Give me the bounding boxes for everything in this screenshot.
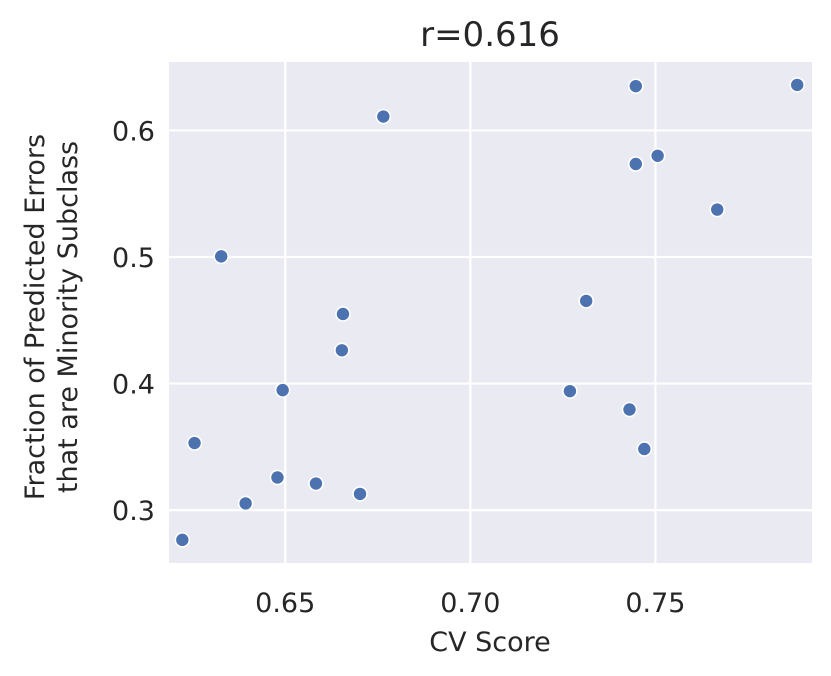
data-point (269, 469, 286, 486)
data-point (627, 156, 644, 172)
data-point (621, 401, 638, 418)
plot-background (169, 62, 812, 563)
x-axis-label: CV Score (429, 627, 551, 658)
chart-title: r=0.616 (420, 15, 560, 55)
y-tick-label: 0.5 (112, 243, 155, 274)
y-tick-label: 0.6 (112, 116, 155, 147)
data-point (578, 293, 594, 309)
data-point (186, 435, 203, 451)
data-point (649, 147, 666, 164)
y-tick-label: 0.4 (112, 370, 155, 401)
data-point (174, 532, 191, 548)
y-axis-label-line-2: that are Minority Subclass (53, 141, 84, 493)
y-tick-label: 0.3 (112, 496, 155, 527)
x-tick-label: 0.65 (255, 588, 315, 619)
data-point (636, 441, 653, 457)
y-axis-label-line-1: Fraction of Predicted Errors (20, 134, 51, 500)
y-tick-labels: 0.3 0.4 0.5 0.6 (112, 116, 155, 527)
data-point (274, 382, 291, 398)
data-point (213, 248, 229, 265)
data-point (352, 486, 368, 502)
data-point (308, 475, 324, 492)
x-tick-labels: 0.65 0.70 0.75 (255, 588, 685, 619)
x-tick-label: 0.75 (625, 588, 685, 619)
data-point (334, 342, 350, 359)
data-point (562, 383, 578, 399)
data-point (627, 78, 644, 94)
y-axis-label: Fraction of Predicted Errors that are Mi… (20, 134, 84, 500)
gridlines (169, 62, 812, 563)
data-point (335, 306, 351, 322)
data-point (709, 201, 726, 218)
data-points (174, 77, 805, 548)
data-point (789, 77, 805, 93)
data-point (375, 108, 392, 125)
data-point (237, 495, 254, 512)
x-tick-label: 0.70 (440, 588, 500, 619)
